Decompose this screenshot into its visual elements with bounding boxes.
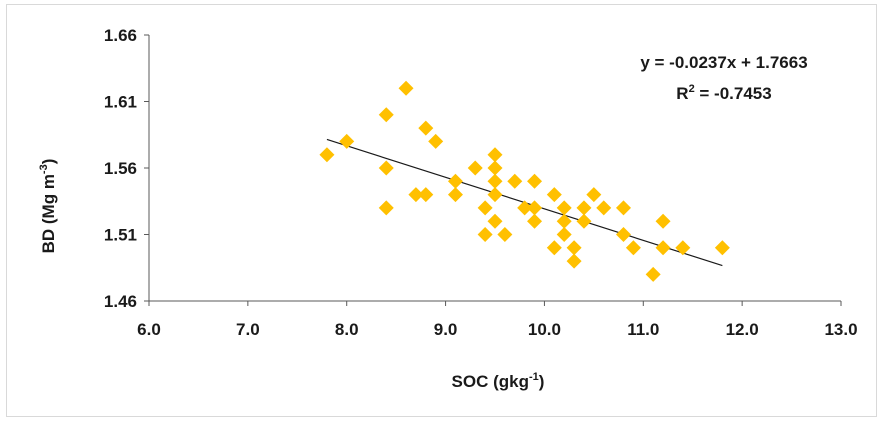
data-point-marker	[487, 187, 503, 203]
data-point-marker	[517, 200, 533, 216]
x-tick-label: 7.0	[236, 320, 260, 339]
y-axis-title-superscript: -3	[38, 164, 50, 174]
y-tick-label: 1.51	[104, 226, 137, 245]
data-point-marker	[447, 187, 463, 203]
data-point-marker	[487, 160, 503, 176]
x-axis-title-superscript: -1	[529, 371, 539, 383]
x-tick-label: 11.0	[627, 320, 659, 339]
data-point-marker	[467, 160, 483, 176]
x-axis-title-end: )	[539, 372, 545, 391]
x-axis-ticks: 6.0 7.0 8.0 9.0 10.0 11.0 12.0 13.0	[137, 301, 858, 339]
r-squared-superscript: 2	[689, 83, 695, 95]
data-points	[319, 80, 730, 282]
data-point-marker	[596, 200, 612, 216]
data-point-marker	[319, 147, 335, 163]
r-squared-symbol: R	[676, 84, 688, 103]
data-point-marker	[616, 200, 632, 216]
data-point-marker	[576, 213, 592, 229]
y-axis-title-end: )	[39, 159, 58, 165]
data-point-marker	[428, 133, 444, 149]
y-axis-ticks: 1.46 1.51 1.56 1.61 1.66	[104, 26, 149, 311]
data-point-marker	[714, 240, 730, 256]
data-point-marker	[408, 187, 424, 203]
data-point-marker	[487, 147, 503, 163]
equation-label: y = -0.0237x + 1.7663	[640, 53, 807, 72]
y-tick-label: 1.61	[104, 93, 137, 112]
data-point-marker	[556, 227, 572, 242]
x-axis-title-text: SOC (gkg	[452, 372, 529, 391]
y-axis-title: BD (Mg m-3)	[38, 159, 58, 254]
data-point-marker	[497, 227, 513, 242]
data-point-marker	[339, 133, 355, 149]
x-tick-label: 8.0	[335, 320, 359, 339]
scatter-chart: 1.46 1.51 1.56 1.61 1.66 6.0 7.0 8.0 9.0 10.0 11.…	[38, 26, 858, 391]
data-point-marker	[566, 253, 582, 269]
data-point-marker	[418, 120, 434, 136]
data-point-marker	[477, 227, 493, 242]
data-point-marker	[576, 200, 592, 216]
x-tick-label: 12.0	[726, 320, 759, 339]
data-point-marker	[546, 240, 562, 256]
y-tick-label: 1.66	[104, 26, 137, 45]
data-point-marker	[487, 213, 503, 229]
data-point-marker	[546, 187, 562, 203]
data-point-marker	[556, 213, 572, 229]
x-tick-label: 9.0	[434, 320, 458, 339]
data-point-marker	[616, 227, 632, 242]
y-tick-label: 1.56	[104, 159, 137, 178]
data-point-marker	[655, 213, 671, 229]
x-tick-label: 6.0	[137, 320, 161, 339]
data-point-marker	[477, 200, 493, 216]
r-squared-label: R2 = -0.7453	[676, 83, 771, 103]
data-point-marker	[556, 200, 572, 216]
data-point-marker	[378, 160, 394, 176]
data-point-marker	[655, 240, 671, 256]
data-point-marker	[507, 173, 523, 189]
x-tick-label: 13.0	[824, 320, 857, 339]
data-point-marker	[418, 187, 434, 203]
data-point-marker	[398, 80, 414, 96]
data-point-marker	[625, 240, 641, 256]
x-tick-label: 10.0	[528, 320, 561, 339]
y-tick-label: 1.46	[104, 292, 137, 311]
data-point-marker	[378, 200, 394, 216]
x-axis-title: SOC (gkg-1)	[452, 371, 545, 391]
data-point-marker	[645, 266, 661, 282]
data-point-marker	[527, 213, 543, 229]
chart-frame: 1.46 1.51 1.56 1.61 1.66 6.0 7.0 8.0 9.0 10.0 11.…	[6, 4, 877, 417]
data-point-marker	[378, 107, 394, 123]
data-point-marker	[675, 240, 691, 256]
data-point-marker	[527, 200, 543, 216]
data-point-marker	[447, 173, 463, 189]
data-point-marker	[487, 173, 503, 189]
r-squared-value: = -0.7453	[695, 84, 772, 103]
data-point-marker	[566, 240, 582, 256]
y-axis-title-text: BD (Mg m	[39, 174, 58, 253]
data-point-marker	[527, 173, 543, 189]
data-point-marker	[586, 187, 602, 203]
